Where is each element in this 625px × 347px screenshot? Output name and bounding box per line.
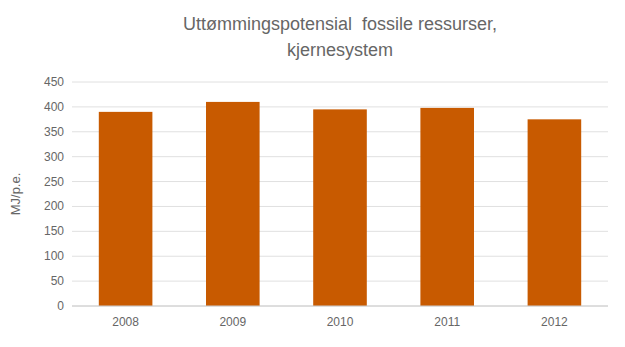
chart-svg: Uttømmingspotensial fossile ressurser, kj… [0,0,625,347]
x-tick-label: 2009 [219,315,246,329]
x-tick-label: 2010 [327,315,354,329]
y-tick-label: 450 [44,75,64,89]
grid-line [72,106,608,107]
x-tick-label: 2012 [541,315,568,329]
title: Uttømmingspotensial fossile ressurser, [183,14,497,34]
x-tick-label: 2008 [112,315,139,329]
y-tick-label: 200 [44,199,64,213]
bar [528,119,582,306]
y-tick-label: 250 [44,175,64,189]
y-tick-label: 100 [44,249,64,263]
subtitle: kjernesystem [287,40,393,60]
bar [99,112,153,306]
background [0,0,625,347]
y-tick-label: 350 [44,125,64,139]
y-tick-label: 150 [44,224,64,238]
grid-line [72,306,608,307]
x-tick-label: 2011 [434,315,460,329]
y-axis-label: MJ/p.e. [8,173,23,216]
chart-container: Uttømmingspotensial fossile ressurser, kj… [0,0,625,347]
y-tick-label: 0 [57,299,64,313]
y-tick-label: 400 [44,100,64,114]
y-tick-label: 50 [51,274,65,288]
grid-line [72,82,608,83]
x-axis-line [72,306,608,307]
bar [313,109,367,306]
bar [206,102,260,306]
bars [99,102,581,306]
y-tick-label: 300 [44,150,64,164]
bar [420,108,474,306]
grid [72,82,608,306]
